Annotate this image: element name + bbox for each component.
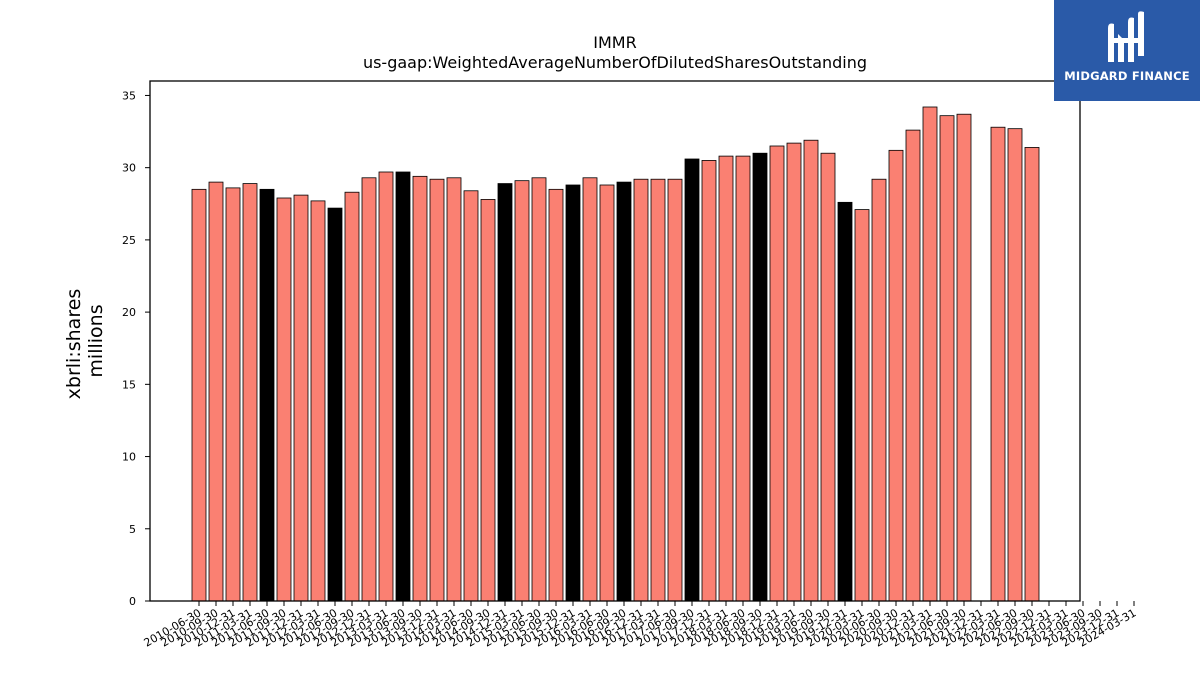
bar-2012-03-31 [310,200,326,602]
brand-name: MIDGARD FINANCE [1064,69,1190,83]
bar-2014-09-30 [480,199,496,602]
bar-2021-03-31 [922,106,938,602]
bar-2016-09-30 [616,181,632,602]
y-tick-label: 30 [122,162,136,175]
bar-2016-06-30 [599,184,615,602]
bar-2016-03-31 [582,177,598,602]
y-axis: 0 5 10 15 20 25 30 35 [122,89,150,608]
chart-title: IMMR [593,33,636,52]
bar-2010-12-31 [225,187,241,602]
bar-2019-03-31 [786,142,802,602]
y-tick-label: 0 [129,595,136,608]
bar-2010-06-30 [191,188,207,602]
plot-frame [149,80,1081,602]
chart-subtitle: us-gaap:WeightedAverageNumberOfDilutedSh… [363,53,867,72]
bar-2018-03-31 [718,155,734,602]
bar-2014-03-31 [446,177,462,602]
bar-2014-06-30 [463,190,479,602]
y-tick-label: 35 [122,89,136,102]
midgard-logo-icon [1108,11,1144,62]
bar-2021-06-30 [939,115,955,602]
bar-2015-06-30 [531,177,547,602]
bar-2018-09-30 [752,152,768,602]
bar-2012-09-30 [344,191,360,602]
bar-2011-06-30 [259,188,275,602]
bar-2017-12-31 [701,160,717,602]
bar-2011-12-31 [293,194,309,602]
y-tick-label: 20 [122,306,136,319]
bar-2020-03-31 [854,209,870,602]
brand-logo: MIDGARD FINANCE [1054,0,1200,101]
y-tick-label: 25 [122,234,136,247]
bar-2015-12-31 [565,184,581,602]
bar-2017-09-30 [684,158,700,602]
bar-2022-09-30 [1024,147,1040,602]
bar-2013-12-31 [429,178,445,602]
bar-2019-06-30 [803,139,819,602]
bar-2017-03-31 [650,178,666,602]
bar-2022-06-30 [1007,128,1023,602]
bar-2012-12-31 [361,177,377,602]
bar-2015-03-31 [514,180,530,602]
x-axis: 2010-06-302010-09-302010-12-312011-03-31… [142,601,1139,650]
bar-2021-09-30 [956,113,972,602]
y-axis-label: xbrli:shares millions [63,283,107,400]
bar-2019-12-31 [837,201,853,602]
bar-2016-12-31 [633,178,649,602]
bar-2013-03-31 [378,171,394,602]
bar-2011-09-30 [276,197,292,602]
bar-2020-06-30 [871,178,887,602]
bar-2014-12-31 [497,183,513,602]
bar-2010-09-30 [208,181,224,602]
y-axis-label-line-2: millions [85,304,107,377]
bar-2013-09-30 [412,175,428,602]
bar-2011-03-31 [242,183,258,602]
bar-2012-06-30 [327,207,343,602]
bar-2018-12-31 [769,145,785,602]
bar-2015-09-30 [548,188,564,602]
y-tick-label: 10 [122,451,136,464]
bar-2013-06-30 [395,171,411,602]
bars-group [191,106,1040,602]
bar-2020-09-30 [888,149,904,602]
bar-2020-12-31 [905,129,921,602]
y-tick-label: 5 [129,523,136,536]
y-axis-label-line-1: xbrli:shares [63,289,85,400]
bar-2018-06-30 [735,155,751,602]
bar-2019-09-30 [820,152,836,602]
bar-2022-03-31 [990,126,1006,602]
bar-2017-06-30 [667,178,683,602]
y-tick-label: 15 [122,378,136,391]
